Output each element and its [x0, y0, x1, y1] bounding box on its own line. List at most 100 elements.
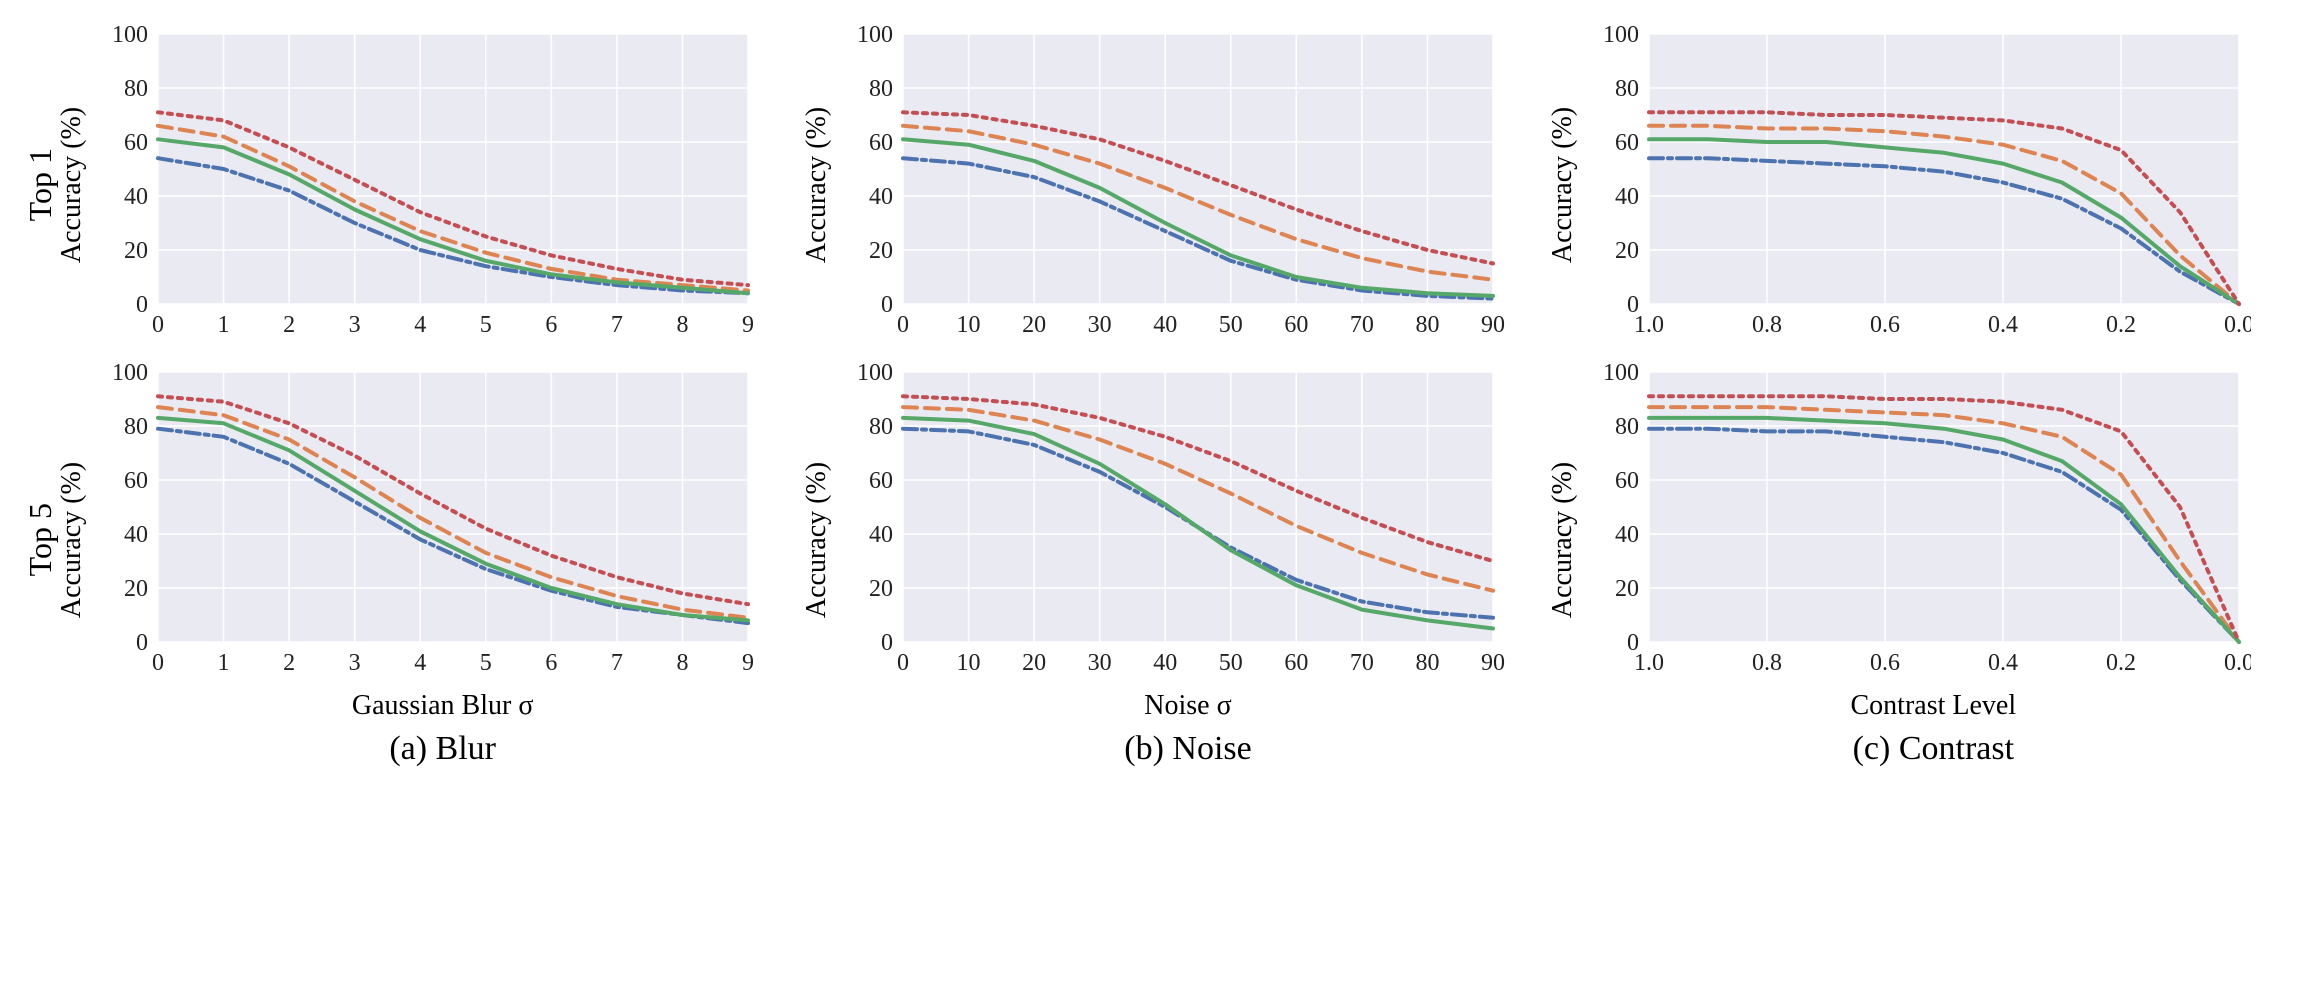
xtick-label: 0.2 [2106, 312, 2136, 338]
xtick-label: 0.6 [1870, 650, 1900, 676]
row-label-top5: Top 5 [22, 503, 59, 576]
ytick-label: 20 [124, 238, 148, 264]
xtick-label: 20 [1022, 312, 1046, 338]
ytick-label: 20 [1615, 576, 1639, 602]
xtick-label: 10 [957, 312, 981, 338]
xtick-label: 1.0 [1634, 650, 1664, 676]
xtick-label: 20 [1022, 650, 1046, 676]
x-axis-label: Gaussian Blur σ [80, 690, 805, 722]
ytick-label: 20 [1615, 238, 1639, 264]
xtick-label: 60 [1285, 650, 1309, 676]
ytick-label: 100 [857, 360, 893, 386]
ytick-label: 80 [869, 414, 893, 440]
xtick-label: 10 [957, 650, 981, 676]
ytick-label: 60 [124, 468, 148, 494]
chart-panel-top5-noise: Accuracy (%)0204060801000102030405060708… [825, 358, 1550, 722]
xtick-label: 40 [1154, 312, 1178, 338]
ytick-label: 80 [124, 414, 148, 440]
ytick-label: 60 [1615, 130, 1639, 156]
xtick-label: 40 [1154, 650, 1178, 676]
ytick-label: 40 [869, 184, 893, 210]
subcaption-contrast: (c) Contrast [1571, 730, 2296, 768]
xtick-label: 7 [611, 650, 623, 676]
xtick-label: 2 [283, 312, 295, 338]
xtick-label: 30 [1088, 312, 1112, 338]
xtick-label: 70 [1350, 312, 1374, 338]
xtick-label: 3 [349, 312, 361, 338]
xtick-label: 0.6 [1870, 312, 1900, 338]
xtick-label: 0.8 [1752, 650, 1782, 676]
ytick-label: 100 [1603, 360, 1639, 386]
subcaption-noise: (b) Noise [825, 730, 1550, 768]
xtick-label: 8 [676, 650, 688, 676]
xtick-label: 0 [897, 312, 909, 338]
chart-panel-top1-contrast: Accuracy (%)0204060801001.00.80.60.40.20… [1571, 20, 2296, 350]
ytick-label: 100 [857, 22, 893, 48]
xtick-label: 80 [1416, 312, 1440, 338]
subcaption-blur: (a) Blur [80, 730, 805, 768]
xtick-label: 0 [897, 650, 909, 676]
xtick-label: 90 [1481, 650, 1505, 676]
xtick-label: 7 [611, 312, 623, 338]
ytick-label: 40 [124, 522, 148, 548]
ytick-label: 60 [869, 130, 893, 156]
chart-panel-top5-contrast: Accuracy (%)0204060801001.00.80.60.40.20… [1571, 358, 2296, 722]
xtick-label: 5 [480, 312, 492, 338]
ytick-label: 60 [869, 468, 893, 494]
ytick-label: 20 [869, 238, 893, 264]
ytick-label: 0 [881, 630, 893, 656]
xtick-label: 1.0 [1634, 312, 1664, 338]
xtick-label: 1 [218, 312, 230, 338]
ytick-label: 80 [1615, 414, 1639, 440]
ytick-label: 40 [1615, 184, 1639, 210]
ytick-label: 0 [136, 292, 148, 318]
ytick-label: 0 [881, 292, 893, 318]
chart-panel-top1-noise: Accuracy (%)0204060801000102030405060708… [825, 20, 1550, 350]
xtick-label: 0.2 [2106, 650, 2136, 676]
xtick-label: 0.4 [1988, 650, 2018, 676]
xtick-label: 6 [545, 312, 557, 338]
xtick-label: 0.0 [2224, 312, 2251, 338]
xtick-label: 70 [1350, 650, 1374, 676]
xtick-label: 60 [1285, 312, 1309, 338]
xtick-label: 9 [742, 650, 754, 676]
ytick-label: 40 [869, 522, 893, 548]
xtick-label: 30 [1088, 650, 1112, 676]
xtick-label: 2 [283, 650, 295, 676]
xtick-label: 0.0 [2224, 650, 2251, 676]
ytick-label: 40 [1615, 522, 1639, 548]
ytick-label: 0 [136, 630, 148, 656]
xtick-label: 4 [414, 650, 426, 676]
xtick-label: 50 [1219, 312, 1243, 338]
ytick-label: 60 [1615, 468, 1639, 494]
ytick-label: 100 [112, 22, 148, 48]
ytick-label: 80 [1615, 76, 1639, 102]
xtick-label: 4 [414, 312, 426, 338]
ytick-label: 20 [869, 576, 893, 602]
xtick-label: 0 [152, 650, 164, 676]
y-axis-label: Accuracy (%) [56, 107, 88, 263]
xtick-label: 50 [1219, 650, 1243, 676]
xtick-label: 5 [480, 650, 492, 676]
xtick-label: 3 [349, 650, 361, 676]
chart-panel-top5-blur: Accuracy (%)0204060801000123456789Gaussi… [80, 358, 805, 722]
ytick-label: 80 [124, 76, 148, 102]
ytick-label: 80 [869, 76, 893, 102]
ytick-label: 100 [1603, 22, 1639, 48]
ytick-label: 100 [112, 360, 148, 386]
xtick-label: 0.4 [1988, 312, 2018, 338]
x-axis-label: Noise σ [825, 690, 1550, 722]
ytick-label: 20 [124, 576, 148, 602]
ytick-label: 40 [124, 184, 148, 210]
y-axis-label: Accuracy (%) [1547, 462, 1579, 618]
xtick-label: 8 [676, 312, 688, 338]
y-axis-label: Accuracy (%) [56, 462, 88, 618]
xtick-label: 0.8 [1752, 312, 1782, 338]
row-label-top1: Top 1 [22, 148, 59, 221]
xtick-label: 0 [152, 312, 164, 338]
xtick-label: 9 [742, 312, 754, 338]
y-axis-label: Accuracy (%) [1547, 107, 1579, 263]
chart-panel-top1-blur: Accuracy (%)0204060801000123456789 [80, 20, 805, 350]
y-axis-label: Accuracy (%) [801, 462, 833, 618]
xtick-label: 6 [545, 650, 557, 676]
